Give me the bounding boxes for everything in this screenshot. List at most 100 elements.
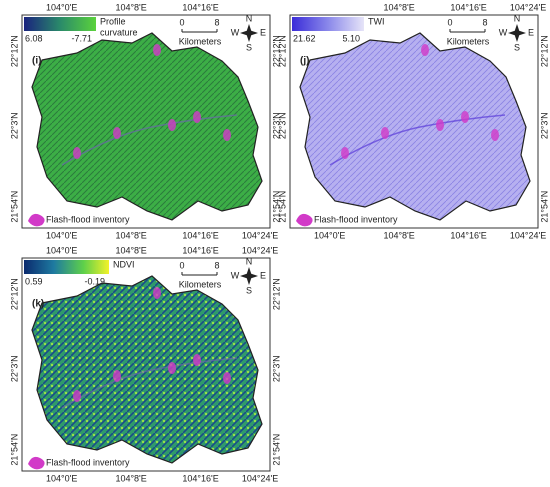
right-lat-label: 22°3'N [539, 112, 549, 139]
legend-min: 5.10 [342, 33, 360, 43]
compass-w: W [231, 270, 240, 280]
flood-point [153, 44, 161, 56]
panel-label: (k) [32, 299, 44, 310]
bottom-lon-label: 104°0'E [46, 230, 77, 240]
compass-n: N [246, 13, 253, 23]
scale-end: 8 [482, 17, 487, 27]
flood-point [461, 111, 469, 123]
top-lon-label: 104°0'E [46, 2, 77, 12]
left-lat-label: 22°3'N [9, 112, 19, 139]
north-arrow [240, 24, 258, 42]
left-lat-label: 22°12'N [9, 35, 19, 67]
flood-point [113, 370, 121, 382]
flood-point [168, 119, 176, 131]
left-lat-label: 21°54'N [277, 191, 287, 223]
flood-point [436, 119, 444, 131]
scale-end: 8 [214, 17, 219, 27]
legend-title: TWI [368, 16, 385, 26]
compass-w: W [499, 27, 508, 37]
inventory-symbol [28, 456, 45, 470]
legend-title: Profile [100, 16, 126, 26]
map-panel: NDVI 0.59 -0.19 (k) 0 8 Kilometers N SW E Flash-fl… [9, 245, 281, 483]
left-lat-label: 21°54'N [9, 434, 19, 466]
right-lat-label: 21°54'N [271, 191, 281, 223]
stream-network [61, 114, 238, 166]
right-lat-label: 21°54'N [271, 434, 281, 466]
bottom-lon-label: 104°0'E [46, 473, 77, 483]
scale-start: 0 [447, 17, 452, 27]
flood-point [193, 111, 201, 123]
scale-bar [181, 272, 218, 276]
flood-point [381, 127, 389, 139]
legend-max: 6.08 [25, 33, 43, 43]
bottom-lon-label: 104°24'E [242, 473, 278, 483]
bottom-lon-label: 104°16'E [182, 230, 218, 240]
legend-title: NDVI [113, 259, 135, 269]
scale-bar [449, 29, 486, 33]
top-lon-label: 104°0'E [46, 245, 77, 255]
scale-start: 0 [179, 17, 184, 27]
compass-n: N [514, 13, 521, 23]
legend-min: -0.19 [84, 276, 105, 286]
bottom-lon-label: 104°16'E [182, 473, 218, 483]
legend-min: -7.71 [71, 33, 92, 43]
bottom-lon-label: 104°24'E [510, 230, 546, 240]
flood-point [113, 127, 121, 139]
legend-max: 21.62 [293, 33, 316, 43]
flood-point [223, 129, 231, 141]
compass-w: W [231, 27, 240, 37]
scale-bar [181, 29, 218, 33]
map-panel: TWI 21.62 5.10 (j) 0 8 Kilometers N SW E Flash-flo… [277, 2, 549, 240]
flood-point [73, 390, 81, 402]
north-arrow [240, 267, 258, 285]
bottom-lon-label: 104°8'E [115, 230, 146, 240]
inventory-symbol [28, 213, 45, 227]
inventory-label: Flash-flood inventory [46, 457, 130, 467]
legend-ramp [24, 260, 109, 274]
stream-network [61, 357, 238, 409]
compass-e: E [260, 27, 266, 37]
inventory-label: Flash-flood inventory [314, 214, 398, 224]
scale-end: 8 [214, 260, 219, 270]
compass-s: S [246, 285, 252, 295]
top-lon-label: 104°8'E [115, 245, 146, 255]
left-lat-label: 21°54'N [9, 191, 19, 223]
top-lon-label: 104°16'E [182, 245, 218, 255]
flood-point [341, 147, 349, 159]
flood-point [491, 129, 499, 141]
right-lat-label: 21°54'N [539, 191, 549, 223]
flood-point [193, 354, 201, 366]
study-area [31, 275, 263, 464]
legend-ramp [292, 17, 364, 31]
panel-label: (j) [300, 56, 309, 67]
right-lat-label: 22°12'N [539, 35, 549, 67]
scale-unit: Kilometers [179, 279, 222, 289]
legend-ramp [24, 17, 96, 31]
top-lon-label: 104°16'E [450, 2, 486, 12]
right-lat-label: 22°12'N [271, 278, 281, 310]
panel-label: (i) [32, 56, 41, 67]
study-area [299, 32, 531, 221]
right-lat-label: 22°3'N [271, 112, 281, 139]
top-lon-label: 104°8'E [115, 2, 146, 12]
right-lat-label: 22°3'N [271, 355, 281, 382]
legend-max: 0.59 [25, 276, 43, 286]
inventory-symbol [296, 213, 313, 227]
flood-point [421, 44, 429, 56]
left-lat-label: 22°3'N [277, 112, 287, 139]
flood-point [168, 362, 176, 374]
compass-n: N [246, 256, 253, 266]
compass-s: S [514, 42, 520, 52]
bottom-lon-label: 104°16'E [450, 230, 486, 240]
compass-e: E [528, 27, 534, 37]
left-lat-label: 22°12'N [9, 278, 19, 310]
compass-e: E [260, 270, 266, 280]
scale-start: 0 [179, 260, 184, 270]
flood-point [73, 147, 81, 159]
top-lon-label: 104°24'E [510, 2, 546, 12]
top-lon-label: 104°16'E [182, 2, 218, 12]
scale-unit: Kilometers [179, 36, 222, 46]
stream-network [329, 114, 506, 166]
top-lon-label: 104°8'E [383, 2, 414, 12]
